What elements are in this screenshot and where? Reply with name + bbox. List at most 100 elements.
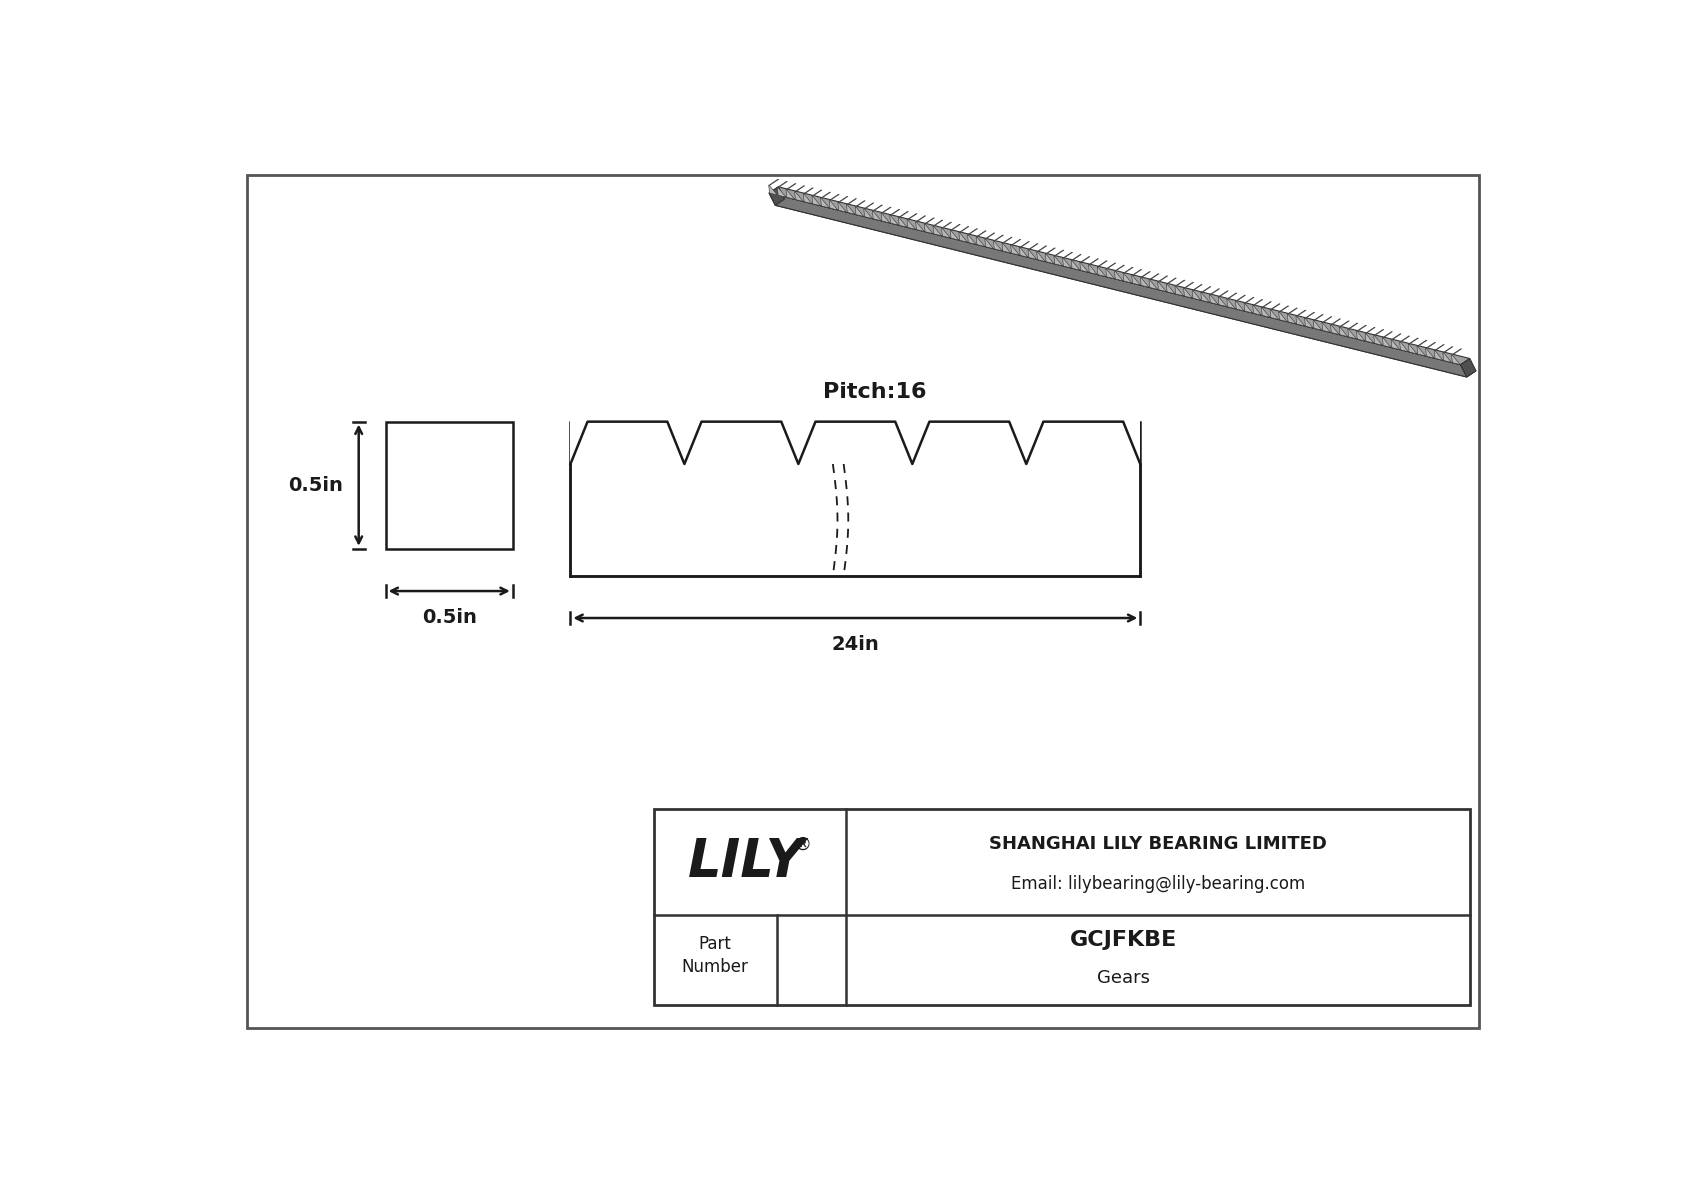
Polygon shape (1278, 306, 1288, 312)
Polygon shape (1209, 295, 1218, 305)
Polygon shape (1347, 329, 1356, 338)
Polygon shape (1140, 272, 1150, 278)
Polygon shape (1426, 342, 1436, 349)
Polygon shape (1426, 349, 1435, 358)
Polygon shape (1132, 275, 1140, 285)
Polygon shape (1184, 288, 1192, 298)
Polygon shape (864, 208, 872, 219)
Polygon shape (1175, 280, 1186, 286)
Polygon shape (839, 197, 849, 202)
Polygon shape (1297, 310, 1307, 317)
Text: Part
Number: Part Number (682, 935, 749, 977)
Polygon shape (1088, 264, 1096, 274)
Polygon shape (925, 218, 935, 224)
Polygon shape (881, 207, 891, 213)
Polygon shape (1209, 288, 1219, 295)
Polygon shape (1132, 269, 1142, 275)
Polygon shape (1054, 256, 1063, 266)
Polygon shape (1261, 301, 1271, 307)
Polygon shape (855, 200, 866, 207)
Polygon shape (1027, 243, 1037, 250)
Polygon shape (1383, 331, 1393, 338)
Text: Pitch:16: Pitch:16 (823, 381, 926, 401)
Polygon shape (1201, 293, 1209, 303)
Polygon shape (1435, 350, 1443, 361)
Polygon shape (1002, 237, 1012, 243)
Text: Gears: Gears (1096, 969, 1150, 987)
Polygon shape (1002, 243, 1010, 252)
Polygon shape (847, 205, 855, 214)
Polygon shape (1287, 314, 1297, 324)
Polygon shape (933, 226, 941, 236)
Polygon shape (994, 241, 1002, 251)
Polygon shape (1157, 276, 1167, 282)
Polygon shape (1314, 314, 1324, 320)
Polygon shape (1460, 358, 1475, 378)
Polygon shape (1115, 272, 1123, 281)
Polygon shape (985, 239, 994, 249)
Polygon shape (1140, 278, 1148, 287)
Polygon shape (1374, 330, 1384, 336)
Polygon shape (1046, 248, 1056, 254)
Polygon shape (1270, 310, 1278, 319)
Polygon shape (820, 198, 829, 208)
Polygon shape (1356, 325, 1366, 331)
Polygon shape (1071, 254, 1081, 261)
Polygon shape (1314, 320, 1322, 330)
Polygon shape (812, 189, 822, 197)
Polygon shape (1270, 304, 1280, 310)
Polygon shape (778, 187, 786, 198)
Polygon shape (1391, 333, 1401, 341)
Polygon shape (1347, 323, 1357, 330)
Polygon shape (1167, 278, 1177, 285)
Polygon shape (1192, 285, 1202, 291)
Polygon shape (933, 220, 943, 226)
Polygon shape (1236, 301, 1244, 311)
Polygon shape (778, 181, 788, 188)
Text: 24in: 24in (832, 635, 879, 654)
Polygon shape (829, 194, 839, 200)
Polygon shape (958, 232, 968, 242)
Polygon shape (881, 213, 889, 223)
Polygon shape (898, 211, 908, 218)
Polygon shape (994, 235, 1004, 242)
Polygon shape (1244, 298, 1255, 304)
Polygon shape (820, 192, 830, 199)
Bar (386, 422, 512, 549)
Polygon shape (786, 189, 795, 199)
Text: Email: lilybearing@lily-bearing.com: Email: lilybearing@lily-bearing.com (1010, 874, 1305, 892)
Bar (571, 418, 1140, 464)
Polygon shape (1244, 304, 1253, 313)
Polygon shape (941, 229, 950, 238)
Polygon shape (889, 216, 898, 225)
Polygon shape (1330, 319, 1340, 325)
Polygon shape (1383, 338, 1391, 348)
Polygon shape (977, 231, 987, 237)
Polygon shape (1452, 355, 1460, 364)
Bar (571, 422, 1140, 575)
Polygon shape (950, 230, 958, 241)
Polygon shape (770, 187, 785, 205)
Text: LILY: LILY (687, 836, 805, 888)
Polygon shape (839, 202, 847, 212)
Polygon shape (1148, 274, 1159, 280)
Polygon shape (985, 232, 995, 239)
Polygon shape (1330, 325, 1339, 335)
Polygon shape (1088, 258, 1098, 264)
Polygon shape (1322, 317, 1332, 323)
Polygon shape (1374, 336, 1383, 345)
Polygon shape (925, 224, 933, 233)
Polygon shape (1287, 308, 1297, 314)
Polygon shape (1261, 307, 1270, 317)
Polygon shape (889, 210, 899, 216)
Polygon shape (1253, 299, 1263, 306)
Polygon shape (1416, 341, 1426, 347)
Text: GCJFKBE: GCJFKBE (1069, 930, 1177, 950)
Polygon shape (1305, 318, 1314, 328)
Polygon shape (977, 237, 985, 247)
Polygon shape (770, 187, 1470, 364)
Polygon shape (1010, 239, 1021, 245)
Text: SHANGHAI LILY BEARING LIMITED: SHANGHAI LILY BEARING LIMITED (989, 835, 1327, 853)
Polygon shape (1184, 282, 1194, 288)
Text: ®: ® (793, 836, 812, 854)
